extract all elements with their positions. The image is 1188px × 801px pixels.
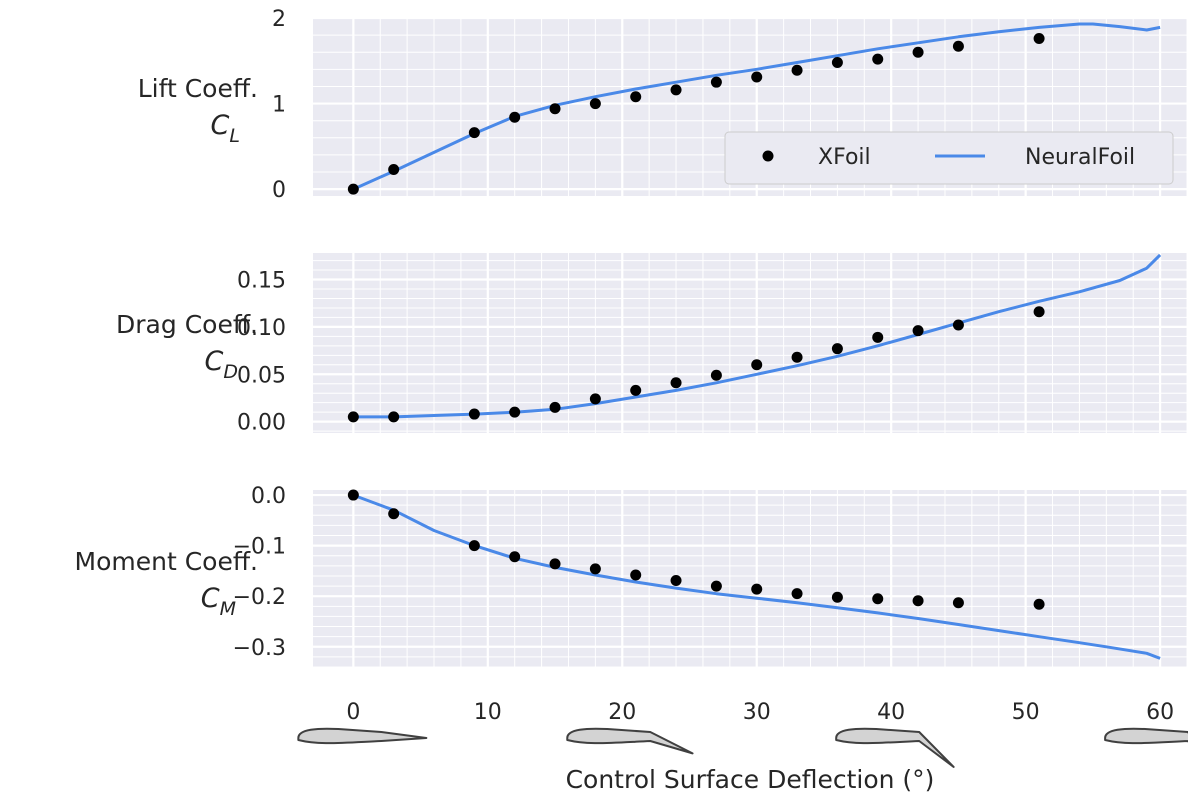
moment-xfoil-point — [670, 575, 682, 587]
drag-xfoil-point — [468, 408, 480, 420]
lift-ytick-label: 1 — [272, 93, 286, 118]
drag-xfoil-point — [347, 411, 359, 423]
lift-xfoil-point — [630, 91, 642, 103]
moment-xfoil-point — [509, 551, 521, 563]
lift-neuralfoil-line — [352, 22, 1161, 191]
lift-xfoil-point — [831, 57, 843, 68]
airfoil-icons — [297, 727, 1188, 768]
moment-xfoil-point — [751, 583, 763, 595]
moment-xfoil-point — [710, 580, 722, 592]
drag-ytick-label: 0.10 — [237, 316, 286, 341]
drag-xfoil-point — [831, 343, 843, 355]
moment-xfoil-point — [468, 540, 480, 552]
drag-neuralfoil-line — [353, 253, 1162, 419]
drag-ytick-label: 0.00 — [237, 411, 286, 436]
moment-xfoil-point — [952, 597, 964, 609]
moment-xfoil-point — [347, 489, 359, 501]
lift-ylabel: Lift Coeff. — [138, 74, 258, 103]
x-axis-label: Control Surface Deflection (°) — [566, 765, 935, 794]
moment-ytick-label: −0.3 — [233, 636, 286, 661]
moment-xfoil-point — [872, 593, 884, 605]
moment-xtick-label: 40 — [877, 700, 905, 725]
legend: XFoil NeuralFoil — [724, 131, 1174, 185]
moment-xfoil-point — [831, 591, 843, 603]
drag-ytick-label: 0.05 — [237, 363, 286, 388]
lift-xfoil-point — [388, 163, 400, 175]
lift-ytick-label: 0 — [272, 178, 286, 203]
lift-xfoil-point — [872, 53, 884, 65]
drag-xfoil-point — [872, 331, 884, 343]
lift-xfoil-point — [549, 103, 561, 115]
legend-xfoil-marker — [762, 150, 774, 162]
moment-xfoil-point — [791, 588, 803, 600]
lift-ylabel-symbol: CL — [211, 110, 240, 147]
moment-ylabel: Moment Coeff. — [75, 547, 259, 576]
moment-xfoil-point — [589, 563, 601, 575]
moment-xtick-label: 20 — [608, 700, 636, 725]
legend-box — [724, 131, 1174, 185]
moment-xfoil-point — [388, 508, 400, 520]
airfoil-icon — [566, 727, 694, 755]
drag-panel: Drag Coeff. CD 0.00 0.05 0.10 0.15 — [116, 253, 1188, 436]
drag-xfoil-point — [630, 384, 642, 396]
moment-xtick-label: 50 — [1012, 700, 1040, 725]
moment-xtick-label: 10 — [474, 700, 502, 725]
drag-xfoil-point — [1033, 306, 1045, 318]
moment-xtick-label: 30 — [743, 700, 771, 725]
drag-xfoil-point — [710, 369, 722, 381]
drag-ylabel-symbol: CD — [205, 346, 239, 383]
moment-xtick-label: 60 — [1146, 700, 1174, 725]
moment-ytick-label: −0.1 — [233, 535, 286, 560]
moment-xfoil-point — [1033, 598, 1045, 610]
lift-xfoil-point — [589, 98, 601, 110]
moment-xfoil-point — [912, 595, 924, 607]
moment-panel: Moment Coeff. CM 0.0 −0.1 −0.2 −0.3 0 10 20 30 4… — [75, 484, 1188, 725]
drag-xfoil-point — [388, 411, 400, 423]
moment-xtick-label: 0 — [346, 700, 360, 725]
moment-ylabel-symbol: CM — [201, 583, 236, 620]
drag-ylabel: Drag Coeff. — [116, 310, 258, 339]
drag-xfoil-point — [509, 406, 521, 418]
lift-xfoil-point — [509, 111, 521, 123]
lift-ytick-label: 2 — [272, 7, 286, 32]
lift-xfoil-point — [347, 183, 359, 195]
drag-xfoil-point — [589, 393, 601, 405]
lift-xfoil-point — [952, 40, 964, 52]
lift-xfoil-point — [670, 84, 682, 96]
lift-xfoil-point — [1033, 33, 1045, 45]
drag-xfoil-point — [670, 377, 682, 389]
moment-neuralfoil-line — [352, 493, 1161, 660]
drag-xfoil-point — [549, 401, 561, 413]
lift-xfoil-point — [710, 76, 722, 88]
drag-xfoil-point — [912, 325, 924, 337]
drag-xfoil-point — [751, 359, 763, 371]
drag-ytick-label: 0.15 — [237, 269, 286, 294]
lift-xfoil-point — [912, 46, 924, 58]
drag-xfoil-point — [791, 351, 803, 363]
legend-xfoil-label: XFoil — [818, 145, 871, 170]
airfoil-icon — [1104, 727, 1188, 745]
moment-ytick-label: −0.2 — [233, 585, 286, 610]
moment-xfoil-point — [549, 558, 561, 570]
moment-xfoil-point — [630, 569, 642, 581]
lift-xfoil-point — [791, 64, 803, 76]
legend-neuralfoil-label: NeuralFoil — [1025, 145, 1135, 170]
airfoil-icon — [835, 727, 955, 768]
airfoil-icon — [297, 727, 428, 745]
lift-xfoil-point — [468, 127, 480, 139]
moment-ytick-label: 0.0 — [251, 484, 286, 509]
lift-xfoil-point — [751, 71, 763, 83]
drag-xfoil-point — [952, 319, 964, 331]
